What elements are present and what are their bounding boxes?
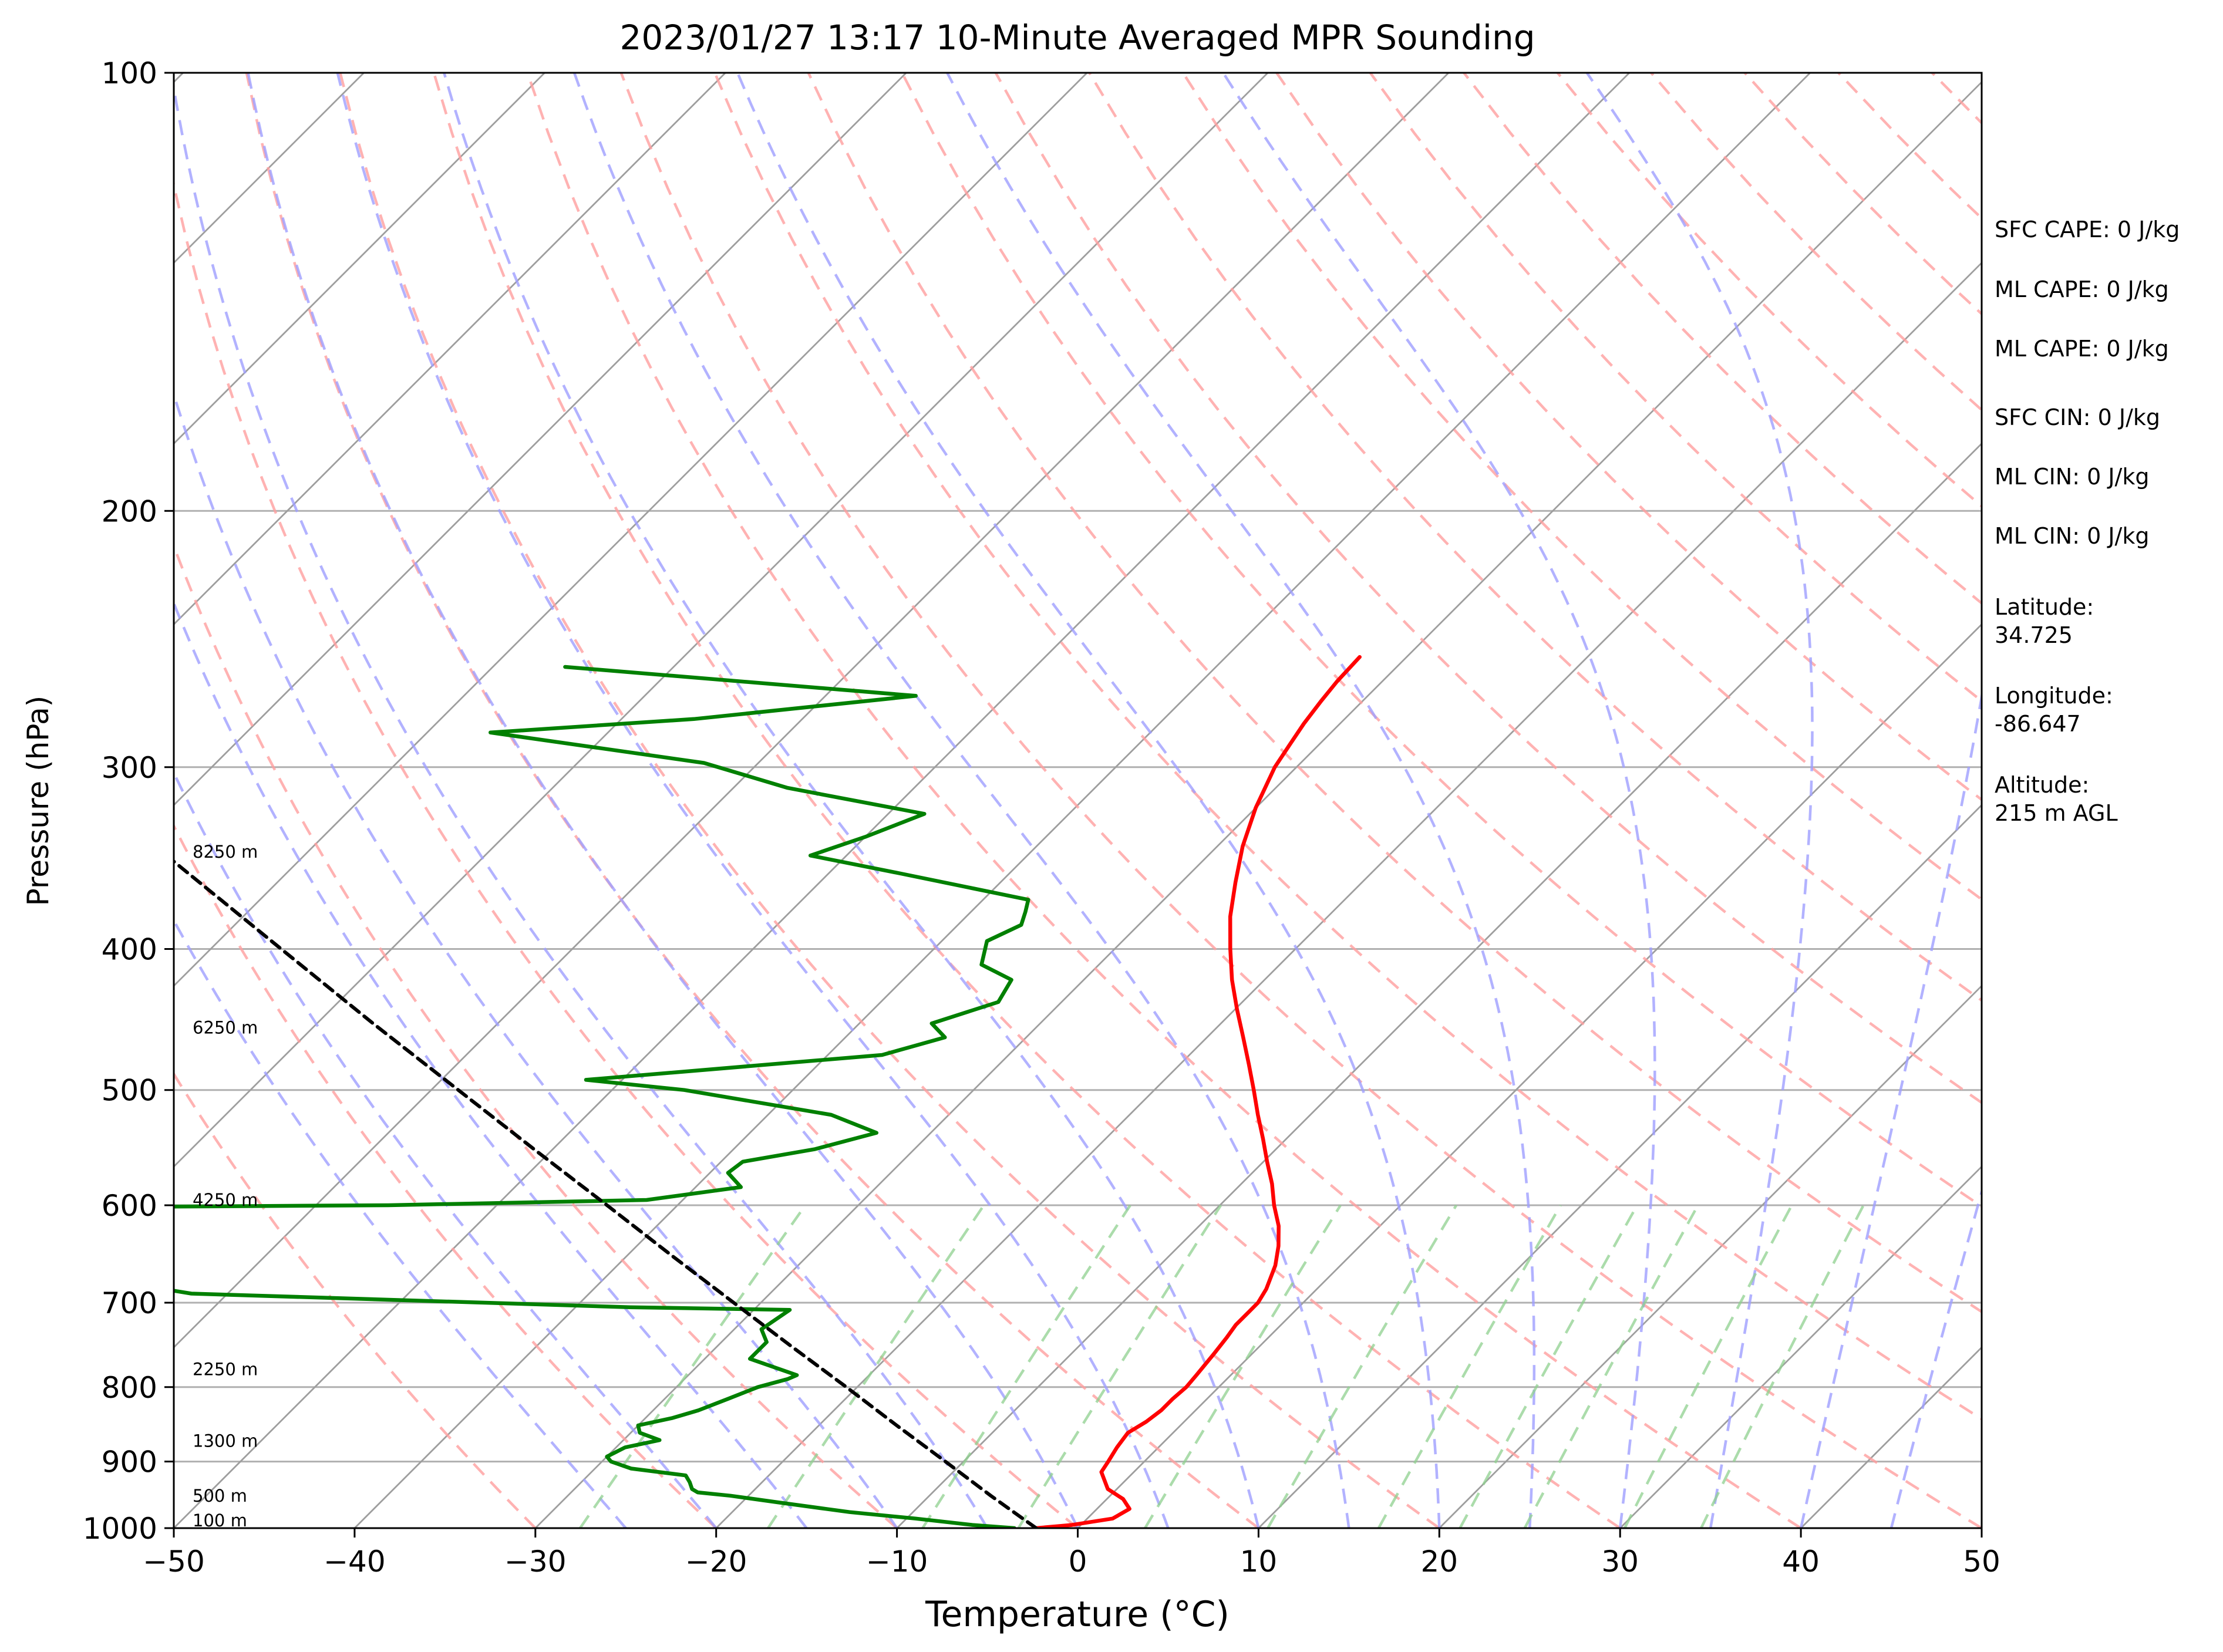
x-tick-label: 30: [1601, 1545, 1639, 1579]
chart-title: 2023/01/27 13:17 10-Minute Averaged MPR …: [619, 18, 1535, 58]
y-tick-label: 600: [102, 1189, 157, 1223]
y-tick-label: 500: [102, 1074, 157, 1108]
mixing-ratio-line: [922, 1205, 1130, 1528]
height-label: 6250 m: [193, 1017, 258, 1037]
height-label: 8250 m: [193, 842, 258, 862]
y-tick-label: 100: [102, 56, 157, 90]
x-tick-label: 20: [1420, 1545, 1458, 1579]
moist-adiabat-line: [171, 73, 988, 1528]
location-label: Longitude:: [1995, 683, 2113, 709]
moist-adiabat-line: [248, 73, 1078, 1528]
mixing-ratio-line: [1625, 1205, 1792, 1528]
y-tick-label: 800: [102, 1371, 157, 1405]
mixing-ratio-line: [768, 1205, 984, 1528]
x-tick-label: 0: [1069, 1545, 1087, 1579]
x-tick-label: −20: [685, 1545, 747, 1579]
x-tick-label: −50: [143, 1545, 205, 1579]
location-label: Altitude:: [1995, 772, 2089, 798]
plot-guides: [0, 73, 2223, 1528]
plot-frame: [174, 73, 1982, 1528]
x-tick-label: −10: [866, 1545, 928, 1579]
moist-adiabat-line: [947, 73, 1534, 1528]
height-label: 4250 m: [193, 1190, 258, 1210]
y-tick-label: 1000: [83, 1512, 157, 1546]
moist-adiabat-line: [1587, 73, 1813, 1528]
y-tick-label: 200: [102, 494, 157, 528]
y-axis-label: Pressure (hPa): [21, 696, 55, 906]
moist-adiabat-line: [1801, 73, 2019, 1528]
stat-text: SFC CIN: 0 J/kg: [1995, 404, 2160, 430]
moist-adiabat-line: [737, 73, 1439, 1528]
x-tick-label: −40: [324, 1545, 386, 1579]
height-label: 500 m: [193, 1486, 247, 1506]
stat-text: ML CIN: 0 J/kg: [1995, 464, 2149, 490]
stats-panel: SFC CAPE: 0 J/kg ML CAPE: 0 J/kg ML CAPE: …: [1995, 217, 2180, 826]
x-tick-label: 40: [1782, 1545, 1820, 1579]
y-tick-label: 900: [102, 1445, 157, 1479]
isotherm-line: [174, 73, 1629, 1528]
mixing-ratio-line: [1018, 1205, 1221, 1528]
x-tick-label: −30: [504, 1545, 567, 1579]
y-tick-label: 400: [102, 933, 157, 967]
height-label: 1300 m: [193, 1431, 258, 1451]
x-axis-label: Temperature (°C): [925, 1594, 1230, 1635]
dry-adiabat-line: [0, 73, 535, 1528]
x-tick-label: 10: [1240, 1545, 1278, 1579]
isotherm-line: [0, 73, 545, 1528]
plot-border: [174, 73, 1982, 1528]
location-label: Latitude:: [1995, 594, 2094, 620]
mixing-ratio-line: [1701, 1205, 1864, 1528]
mixing-ratio-line: [1525, 1205, 1698, 1528]
location-value: 34.725: [1995, 622, 2073, 648]
mixing-ratio-line: [1145, 1205, 1340, 1528]
location-value: 215 m AGL: [1995, 800, 2118, 826]
stat-text: ML CAPE: 0 J/kg: [1995, 336, 2169, 362]
height-label: 2250 m: [193, 1360, 258, 1380]
location-value: -86.647: [1995, 711, 2081, 737]
stat-text: SFC CAPE: 0 J/kg: [1995, 217, 2180, 242]
temperature-profile-line: [1036, 657, 1360, 1528]
isotherm-line: [0, 73, 1268, 1528]
stat-text: ML CAPE: 0 J/kg: [1995, 277, 2169, 302]
x-tick-label: 50: [1963, 1545, 2000, 1579]
y-tick-label: 300: [102, 751, 157, 785]
y-tick-label: 700: [102, 1286, 157, 1320]
stat-text: ML CIN: 0 J/kg: [1995, 523, 2149, 549]
isotherm-line: [0, 73, 2, 1528]
isotherm-line: [716, 73, 2172, 1528]
